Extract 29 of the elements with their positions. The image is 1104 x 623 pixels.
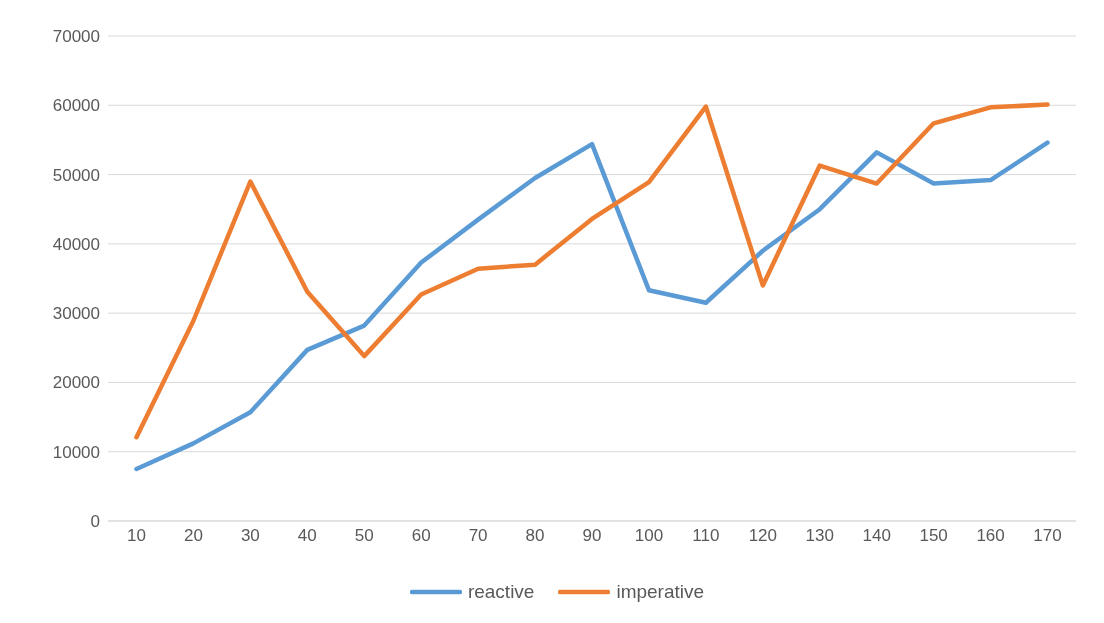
line-series (134, 140, 1050, 472)
y-tick-label: 30000 (52, 304, 100, 324)
y-tick-label: 70000 (52, 27, 100, 47)
x-tick-label: 110 (692, 526, 720, 546)
y-tick-label: 40000 (52, 234, 100, 254)
x-tick-label: 10 (127, 526, 146, 546)
line-series (134, 102, 1050, 440)
legend-label: reactive (467, 581, 535, 603)
x-tick-label: 170 (1033, 526, 1062, 546)
y-tick-label: 20000 (52, 373, 100, 393)
y-tick-label: 60000 (52, 96, 100, 116)
x-tick-label: 30 (240, 526, 260, 546)
x-tick-label: 70 (468, 526, 488, 546)
x-tick-label: 160 (976, 526, 1005, 546)
x-tick-label: 150 (919, 526, 948, 546)
y-tick-label: 10000 (52, 442, 100, 462)
x-tick-label: 130 (805, 526, 834, 546)
y-tick-label: 0 (90, 512, 100, 532)
x-tick-label: 50 (354, 526, 374, 546)
y-tick-label: 50000 (52, 165, 100, 185)
legend-label: imperative (616, 581, 705, 603)
x-tick-label: 20 (183, 526, 203, 546)
x-tick-label: 80 (525, 526, 545, 546)
x-tick-label: 40 (297, 526, 317, 546)
x-tick-label: 60 (411, 526, 431, 546)
x-tick-label: 120 (748, 526, 778, 546)
x-tick-label: 90 (582, 526, 602, 546)
x-tick-label: 100 (634, 526, 664, 546)
x-tick-label: 140 (862, 526, 891, 546)
